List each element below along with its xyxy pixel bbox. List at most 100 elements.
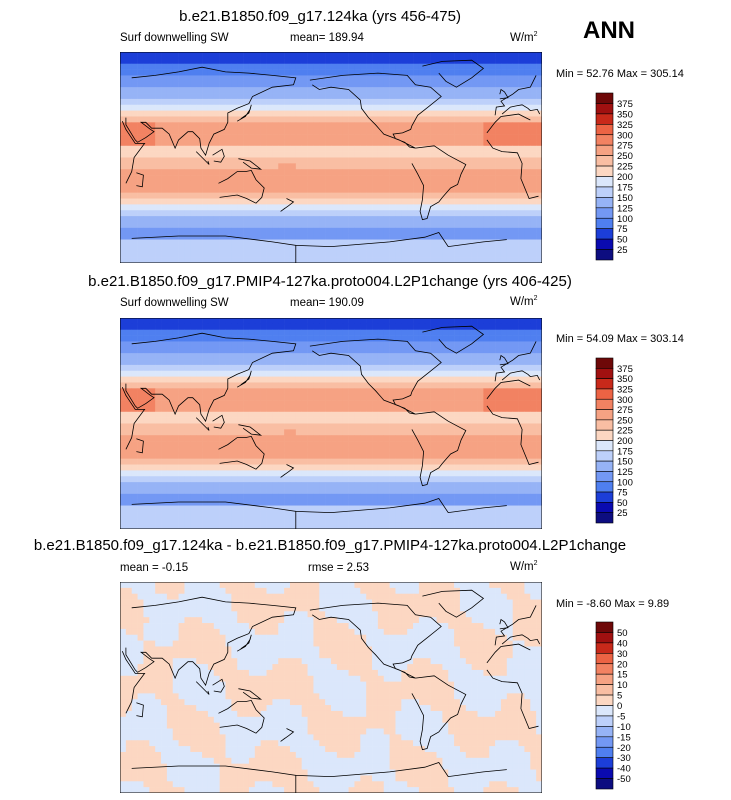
field-cell — [272, 128, 279, 135]
field-cell — [512, 364, 519, 372]
field-cell — [196, 347, 203, 354]
field-cell — [178, 394, 185, 401]
field-cell — [495, 98, 502, 106]
field-cell — [149, 93, 156, 100]
field-cell — [295, 417, 302, 424]
field-cell — [442, 482, 449, 489]
field-cell — [377, 157, 385, 164]
field-cell — [243, 128, 250, 135]
field-cell — [325, 163, 332, 170]
field-cell — [254, 499, 261, 506]
field-cell — [149, 423, 156, 430]
field-cell — [336, 87, 344, 94]
field-cell — [477, 482, 484, 489]
field-cell — [471, 145, 478, 152]
field-cell — [172, 493, 179, 500]
field-cell — [131, 116, 138, 123]
field-cell — [366, 57, 373, 65]
field-cell — [459, 382, 467, 389]
field-cell — [407, 257, 414, 263]
field-cell — [512, 341, 519, 348]
field-cell — [389, 323, 396, 331]
field-cell — [196, 221, 203, 229]
field-cell — [518, 239, 525, 246]
field-cell — [448, 257, 455, 263]
field-cell — [248, 318, 256, 325]
field-cell — [506, 257, 513, 263]
field-cell — [254, 376, 261, 383]
field-cell — [413, 245, 420, 252]
field-cell — [254, 505, 261, 512]
field-cell — [161, 221, 168, 229]
field-cell — [442, 417, 449, 424]
field-cell — [131, 493, 138, 500]
field-cell — [231, 329, 238, 336]
field-cell — [401, 122, 408, 129]
field-cell — [260, 104, 267, 111]
field-cell — [413, 458, 420, 465]
field-cell — [278, 198, 285, 205]
field-cell — [366, 364, 373, 372]
field-cell — [401, 441, 408, 448]
field-cell — [471, 441, 478, 448]
field-cell — [131, 87, 138, 94]
coastline-path — [131, 232, 507, 263]
field-cell — [506, 394, 513, 401]
field-cell — [137, 110, 144, 117]
field-cell — [424, 245, 431, 252]
field-cell — [202, 470, 209, 477]
field-cell — [231, 429, 238, 436]
field-cell — [536, 210, 542, 217]
field-cell — [178, 157, 185, 164]
field-cell — [161, 210, 168, 217]
field-cell — [325, 104, 332, 111]
field-cell — [120, 157, 127, 164]
field-cell — [289, 376, 297, 383]
coastline-path — [212, 148, 225, 163]
field-cell — [207, 139, 215, 147]
field-cell — [301, 93, 308, 100]
field-cell — [190, 382, 197, 389]
field-cell — [424, 364, 431, 372]
field-cell — [172, 370, 179, 377]
field-cell — [483, 227, 490, 234]
field-cell — [360, 405, 367, 413]
field-cell — [155, 192, 162, 199]
field-cell — [313, 81, 320, 88]
field-cell — [500, 163, 508, 170]
field-cell — [166, 122, 174, 129]
field-cell — [477, 341, 484, 348]
field-cell — [272, 335, 279, 342]
field-cell — [430, 417, 437, 424]
field-cell — [295, 81, 302, 88]
field-cell — [354, 251, 361, 258]
field-cell — [260, 128, 267, 135]
field-cell — [231, 122, 238, 129]
field-cell — [407, 110, 414, 117]
field-cell — [125, 370, 133, 377]
field-cell — [436, 405, 443, 413]
field-cell — [137, 441, 144, 448]
field-cell — [436, 151, 443, 158]
field-cell — [413, 359, 420, 366]
field-cell — [319, 57, 326, 65]
field-cell — [354, 151, 361, 158]
field-cell — [319, 476, 326, 483]
field-cell — [413, 335, 420, 342]
field-cell — [231, 151, 238, 158]
field-cell — [465, 210, 472, 217]
field-cell — [418, 417, 426, 424]
field-cell — [325, 441, 332, 448]
field-cell — [131, 210, 138, 217]
field-cell — [500, 458, 508, 465]
field-cell — [325, 175, 332, 182]
field-cell — [231, 221, 238, 229]
field-cell — [530, 98, 537, 106]
field-cell — [125, 411, 133, 418]
field-cell — [430, 210, 437, 217]
field-cell — [383, 435, 390, 442]
field-cell — [518, 417, 525, 424]
field-cell — [125, 116, 133, 123]
field-cell — [213, 505, 220, 512]
field-cell — [342, 382, 349, 389]
